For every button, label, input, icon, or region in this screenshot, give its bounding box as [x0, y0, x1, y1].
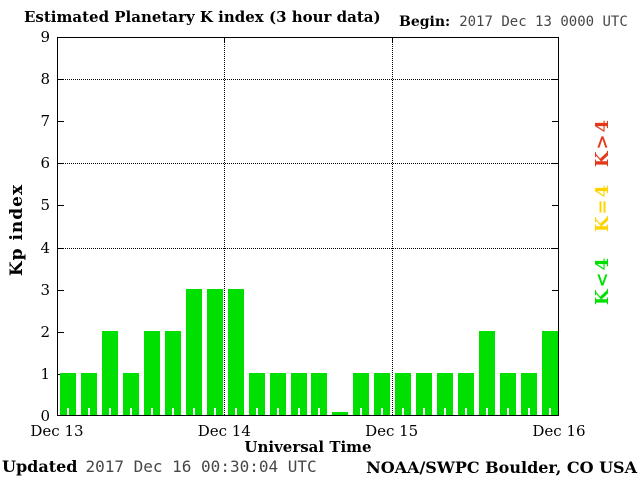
- y-tick-right-4: [552, 247, 558, 249]
- bar-bottom-tick: [297, 408, 300, 415]
- bar-bottom-tick: [360, 408, 363, 415]
- gridline-kp-8: [58, 79, 558, 81]
- gridline-kp-4: [58, 247, 558, 249]
- kp-bar: [248, 372, 265, 415]
- bar-bottom-tick: [151, 408, 154, 415]
- y-tick-right-5: [552, 205, 558, 207]
- y-tick-label-3: 3: [40, 280, 50, 299]
- y-tick-left-6: [58, 163, 64, 165]
- y-tick-left-7: [58, 121, 64, 123]
- x-tick-label-dec-15: Dec 15: [365, 422, 419, 440]
- bar-bottom-tick: [276, 408, 279, 415]
- begin-row: Begin: 2017 Dec 13 0000 UTC: [399, 11, 628, 30]
- legend-item-Klt4: K<4: [583, 238, 623, 322]
- x-tick-label-dec-13: Dec 13: [30, 422, 84, 440]
- x-tick-label-dec-16: Dec 16: [532, 422, 586, 440]
- y-tick-left-5: [58, 205, 64, 207]
- legend-label: K>4: [592, 117, 614, 167]
- top-tick-1: [224, 38, 226, 43]
- kp-bar: [81, 372, 98, 415]
- x-tick-label-dec-14: Dec 14: [197, 422, 251, 440]
- top-tick-2: [391, 38, 393, 43]
- bar-bottom-tick: [67, 408, 70, 415]
- updated-label: Updated: [2, 457, 78, 476]
- kp-bar: [102, 330, 119, 415]
- bar-bottom-tick: [527, 408, 530, 415]
- credit-text: NOAA/SWPC Boulder, CO USA: [366, 458, 637, 477]
- bar-bottom-tick: [548, 408, 551, 415]
- y-tick-label-1: 1: [40, 364, 50, 383]
- bar-bottom-tick: [402, 408, 405, 415]
- legend-label: K=4: [592, 182, 614, 232]
- y-tick-left-2: [58, 331, 64, 333]
- bar-bottom-tick: [464, 408, 467, 415]
- kp-bar: [374, 372, 391, 415]
- day-boundary-line-dec-14: [224, 38, 226, 415]
- kp-bar: [541, 330, 558, 415]
- y-tick-label-8: 8: [40, 70, 50, 89]
- bar-bottom-tick: [255, 408, 258, 415]
- y-tick-left-4: [58, 247, 64, 249]
- kp-bar: [353, 372, 370, 415]
- kp-bar: [144, 330, 161, 415]
- bar-bottom-tick: [109, 408, 112, 415]
- bar-bottom-tick: [443, 408, 446, 415]
- kp-bar: [123, 372, 140, 415]
- bar-bottom-tick: [213, 408, 216, 415]
- kp-bar: [185, 288, 202, 415]
- kp-bar: [290, 372, 307, 415]
- kp-bar: [60, 372, 77, 415]
- kp-bar: [332, 412, 349, 415]
- legend-label: K<4: [592, 255, 614, 305]
- bar-bottom-tick: [381, 408, 384, 415]
- y-tick-left-8: [58, 79, 64, 81]
- y-tick-label-0: 0: [40, 407, 50, 425]
- y-tick-label-5: 5: [40, 196, 50, 215]
- bar-bottom-tick: [88, 408, 91, 415]
- kp-bar: [311, 372, 328, 415]
- y-tick-right-6: [552, 163, 558, 165]
- chart-title: Estimated Planetary K index (3 hour data…: [24, 8, 381, 26]
- kp-bar: [269, 372, 286, 415]
- kp-bar: [457, 372, 474, 415]
- y-tick-label-9: 9: [40, 28, 50, 46]
- updated-row: Updated 2017 Dec 16 00:30:04 UTC: [2, 457, 317, 476]
- bar-bottom-tick: [423, 408, 426, 415]
- updated-timestamp: 2017 Dec 16 00:30:04 UTC: [85, 457, 317, 476]
- bar-bottom-tick: [234, 408, 237, 415]
- kp-bar: [206, 288, 223, 415]
- kp-bar: [436, 372, 453, 415]
- kp-bar: [165, 330, 182, 415]
- y-tick-label-4: 4: [40, 238, 50, 257]
- bar-bottom-tick: [130, 408, 133, 415]
- chart-plot-area: [57, 37, 559, 416]
- y-tick-label-7: 7: [40, 112, 50, 131]
- y-tick-left-3: [58, 289, 64, 291]
- y-tick-label-6: 6: [40, 154, 50, 173]
- bar-bottom-tick: [506, 408, 509, 415]
- y-tick-right-8: [552, 79, 558, 81]
- bar-bottom-tick: [485, 408, 488, 415]
- x-axis-title: Universal Time: [244, 438, 372, 456]
- y-tick-right-3: [552, 289, 558, 291]
- bar-bottom-tick: [318, 408, 321, 415]
- y-tick-label-2: 2: [40, 322, 50, 341]
- begin-timestamp: 2017 Dec 13 0000 UTC: [459, 14, 628, 30]
- kp-bar: [478, 330, 495, 415]
- legend-item-Keq4: K=4: [583, 165, 623, 249]
- kp-bar: [395, 372, 412, 415]
- gridline-kp-6: [58, 163, 558, 165]
- bar-bottom-tick: [172, 408, 175, 415]
- bar-bottom-tick: [192, 408, 195, 415]
- kp-bar: [499, 372, 516, 415]
- day-boundary-line-dec-15: [391, 38, 393, 415]
- kp-bar: [416, 372, 433, 415]
- kp-bar: [227, 288, 244, 415]
- y-tick-right-7: [552, 121, 558, 123]
- begin-label: Begin:: [399, 14, 451, 30]
- kp-bar: [520, 372, 537, 415]
